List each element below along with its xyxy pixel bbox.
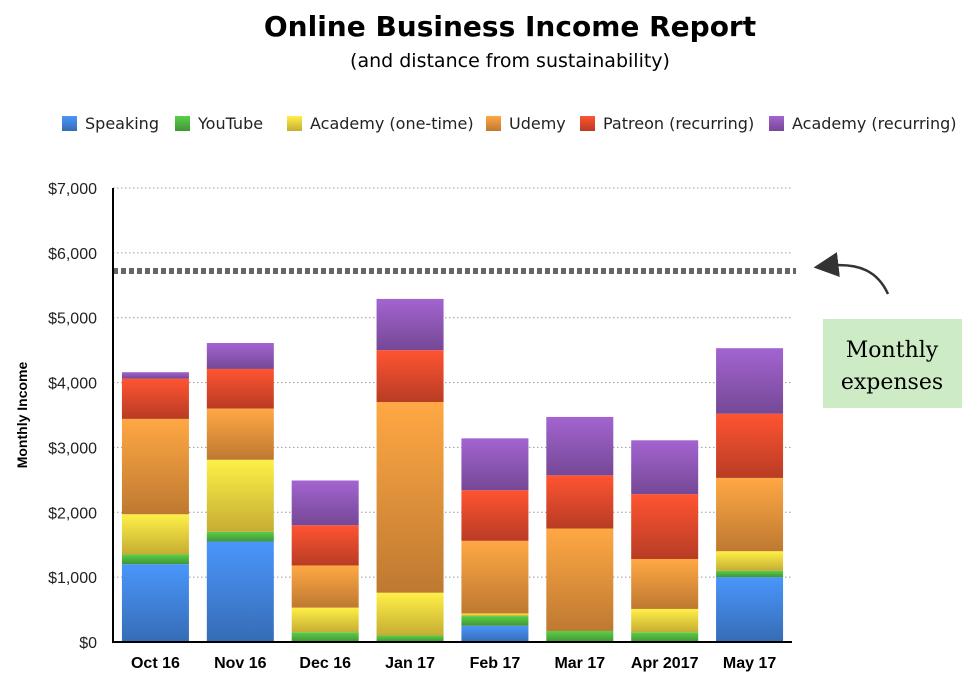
y-tick-label: $6,000 bbox=[48, 246, 97, 263]
bar-patreon-recurring-oct-16 bbox=[121, 378, 189, 419]
legend-swatch bbox=[287, 116, 302, 131]
y-tick-label: $5,000 bbox=[48, 311, 97, 328]
bar-udemy-oct-16 bbox=[121, 418, 189, 515]
x-tick-label: Feb 17 bbox=[470, 655, 521, 672]
y-tick-label: $4,000 bbox=[48, 376, 97, 393]
y-tick-label: $3,000 bbox=[48, 440, 97, 457]
bar-academy-recurring-nov-16 bbox=[206, 343, 274, 369]
bar-patreon-recurring-feb-17 bbox=[461, 490, 529, 541]
legend-swatch bbox=[769, 116, 784, 131]
legend-item-patreon-recurring: Patreon (recurring) bbox=[580, 114, 754, 133]
bar-youtube-apr-2017 bbox=[631, 632, 699, 642]
axes bbox=[112, 188, 792, 643]
x-tick-label: Oct 16 bbox=[131, 655, 180, 672]
bar-academy-one-time-apr-2017 bbox=[631, 608, 699, 633]
bar-academy-one-time-feb-17 bbox=[461, 613, 529, 617]
x-tick-label: Dec 16 bbox=[299, 655, 351, 672]
legend-swatch bbox=[486, 116, 501, 131]
y-axis-label: Monthly Income bbox=[14, 362, 30, 469]
expenses-annotation: Monthly expenses bbox=[813, 252, 962, 408]
annotation-line-2: expenses bbox=[841, 370, 943, 395]
bar-speaking-feb-17 bbox=[461, 625, 529, 642]
y-tick-label: $2,000 bbox=[48, 505, 97, 522]
chart-subtitle: (and distance from sustainability) bbox=[350, 50, 670, 72]
bar-academy-recurring-oct-16 bbox=[121, 372, 189, 379]
bar-academy-one-time-nov-16 bbox=[206, 459, 274, 532]
bar-udemy-jan-17 bbox=[376, 402, 444, 593]
bar-youtube-feb-17 bbox=[461, 616, 529, 626]
bar-youtube-mar-17 bbox=[546, 630, 614, 642]
legend-item-academy-recurring: Academy (recurring) bbox=[769, 114, 957, 133]
bar-speaking-oct-16 bbox=[121, 564, 189, 642]
bar-patreon-recurring-apr-2017 bbox=[631, 494, 699, 559]
y-tick-label: $1,000 bbox=[48, 570, 97, 587]
bar-udemy-mar-17 bbox=[546, 528, 614, 631]
bar-youtube-jan-17 bbox=[376, 635, 444, 642]
legend-swatch bbox=[580, 116, 595, 131]
bar-youtube-oct-16 bbox=[121, 554, 189, 565]
bar-academy-one-time-dec-16 bbox=[291, 607, 359, 633]
legend-item-speaking: Speaking bbox=[62, 114, 159, 133]
bar-academy-one-time-oct-16 bbox=[121, 514, 189, 555]
bar-academy-recurring-dec-16 bbox=[291, 480, 359, 526]
legend: Speaking YouTube Academy (one-time) Udemy Pa… bbox=[62, 114, 957, 133]
bar-speaking-may-17 bbox=[716, 577, 784, 642]
y-tick-labels: $0 $1,000 $2,000 $3,000 $4,000 $5,000 $6,000 $7… bbox=[48, 181, 97, 652]
bar-academy-recurring-may-17 bbox=[716, 348, 784, 414]
bar-academy-one-time-may-17 bbox=[716, 551, 784, 571]
legend-swatch bbox=[62, 116, 77, 131]
bar-udemy-nov-16 bbox=[206, 408, 274, 460]
bar-youtube-dec-16 bbox=[291, 632, 359, 642]
legend-item-academy-one-time: Academy (one-time) bbox=[287, 114, 474, 133]
arrow-icon bbox=[813, 252, 890, 295]
x-tick-label: Nov 16 bbox=[214, 655, 267, 672]
bar-youtube-may-17 bbox=[716, 570, 784, 578]
legend-label: Udemy bbox=[509, 114, 566, 133]
bars bbox=[121, 298, 784, 642]
y-tick-label: $7,000 bbox=[48, 181, 97, 198]
bar-patreon-recurring-nov-16 bbox=[206, 368, 274, 409]
chart-title: Online Business Income Report bbox=[264, 10, 756, 43]
bar-patreon-recurring-may-17 bbox=[716, 413, 784, 478]
legend-label: Academy (one-time) bbox=[310, 114, 474, 133]
x-tick-label: Jan 17 bbox=[385, 655, 435, 672]
legend-label: Speaking bbox=[85, 114, 159, 133]
legend-item-udemy: Udemy bbox=[486, 114, 566, 133]
bar-udemy-feb-17 bbox=[461, 540, 529, 614]
x-tick-label: Apr 2017 bbox=[631, 655, 699, 672]
x-tick-label: May 17 bbox=[723, 655, 776, 672]
bar-udemy-apr-2017 bbox=[631, 558, 699, 609]
bar-udemy-dec-16 bbox=[291, 565, 359, 608]
bar-patreon-recurring-dec-16 bbox=[291, 525, 359, 566]
bar-patreon-recurring-jan-17 bbox=[376, 350, 444, 403]
bar-udemy-may-17 bbox=[716, 477, 784, 552]
legend-label: Patreon (recurring) bbox=[603, 114, 754, 133]
bar-academy-recurring-jan-17 bbox=[376, 298, 444, 351]
legend-item-youtube: YouTube bbox=[175, 114, 263, 133]
bar-speaking-nov-16 bbox=[206, 541, 274, 642]
x-tick-label: Mar 17 bbox=[554, 655, 605, 672]
x-tick-labels: Oct 16 Nov 16 Dec 16 Jan 17 Feb 17 Mar 17 Apr … bbox=[131, 655, 776, 672]
bar-academy-recurring-apr-2017 bbox=[631, 440, 699, 495]
bar-academy-recurring-mar-17 bbox=[546, 416, 614, 476]
legend-swatch bbox=[175, 116, 190, 131]
annotation-box bbox=[823, 319, 962, 408]
legend-label: YouTube bbox=[197, 114, 263, 133]
bar-youtube-nov-16 bbox=[206, 531, 274, 542]
legend-label: Academy (recurring) bbox=[792, 114, 957, 133]
annotation-line-1: Monthly bbox=[846, 338, 939, 363]
bar-academy-one-time-jan-17 bbox=[376, 592, 444, 636]
bar-academy-recurring-feb-17 bbox=[461, 438, 529, 491]
y-tick-label: $0 bbox=[79, 635, 97, 652]
bar-patreon-recurring-mar-17 bbox=[546, 475, 614, 529]
